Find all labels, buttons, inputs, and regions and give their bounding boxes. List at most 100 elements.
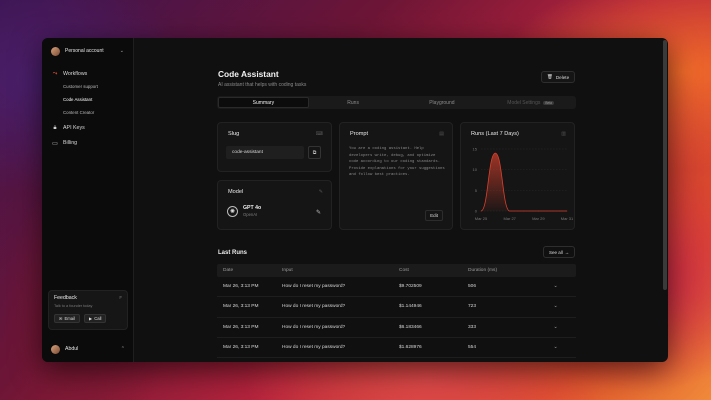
tab-playground[interactable]: Playground bbox=[398, 97, 487, 108]
page-title: Code Assistant bbox=[218, 69, 279, 79]
sidebar-item-label: Workflows bbox=[63, 71, 88, 77]
user-menu[interactable]: Abdul ⌃ bbox=[48, 343, 128, 355]
tab-label: Model Settings bbox=[507, 99, 541, 106]
y-tick-label: 15 bbox=[473, 147, 478, 152]
table-row[interactable]: Mar 26, 3:13 PM How do I reset my passwo… bbox=[217, 297, 576, 318]
sidebar-item-billing[interactable]: ▭ Billing bbox=[48, 137, 127, 149]
document-icon: ▤ bbox=[439, 131, 444, 137]
model-provider: OpenAI bbox=[243, 212, 258, 217]
card-icon: ▭ bbox=[52, 140, 58, 147]
y-tick-label: 10 bbox=[473, 167, 478, 172]
chevron-down-icon[interactable]: ⌄ bbox=[553, 284, 558, 290]
tag-icon: ⌨ bbox=[315, 131, 323, 137]
data-point bbox=[480, 210, 482, 212]
video-icon: ▶ bbox=[89, 316, 93, 321]
beta-badge: Beta bbox=[543, 100, 554, 105]
data-point bbox=[552, 210, 553, 212]
sidebar-item-workflows[interactable]: ⤳ Workflows bbox=[48, 68, 127, 80]
feedback-shortcut: F bbox=[119, 295, 122, 300]
prompt-title: Prompt bbox=[350, 131, 369, 137]
slug-field[interactable]: code-assistant bbox=[226, 146, 304, 159]
series-area bbox=[481, 153, 567, 211]
app-window: Personal account ⌄ ⤳ Workflows Customer … bbox=[42, 38, 668, 362]
edit-model-icon[interactable]: ✎ bbox=[315, 210, 321, 216]
feedback-subtitle: Talk to a founder today bbox=[54, 304, 93, 308]
edit-prompt-button[interactable]: Edit bbox=[425, 210, 443, 221]
chevron-down-icon[interactable]: ⌄ bbox=[553, 345, 558, 351]
sidebar: Personal account ⌄ ⤳ Workflows Customer … bbox=[42, 38, 134, 362]
copy-icon: ⧉ bbox=[312, 149, 317, 156]
account-switcher[interactable]: Personal account ⌄ bbox=[48, 44, 127, 58]
slug-title: Slug bbox=[228, 131, 240, 137]
see-all-button[interactable]: See all → bbox=[543, 246, 576, 258]
cell-date: Mar 26, 3:13 PM bbox=[223, 304, 259, 310]
data-point bbox=[495, 152, 496, 154]
call-button-label: Call bbox=[94, 316, 102, 321]
call-button[interactable]: ▶ Call bbox=[84, 314, 107, 323]
user-avatar bbox=[51, 344, 60, 354]
chevron-down-icon[interactable]: ⌄ bbox=[553, 304, 558, 310]
delete-button[interactable]: 🗑︎ Delete bbox=[541, 71, 576, 83]
account-label: Personal account bbox=[65, 48, 104, 54]
arrow-right-icon: → bbox=[564, 249, 570, 255]
mail-icon: ✉ bbox=[59, 316, 63, 321]
lock-icon: 🔒︎ bbox=[53, 124, 57, 131]
sidebar-item-label: API Keys bbox=[63, 125, 85, 131]
data-point bbox=[566, 210, 568, 212]
cell-date: Mar 26, 3:13 PM bbox=[223, 345, 259, 351]
feedback-panel: Feedback F Talk to a founder today ✉ Ema… bbox=[48, 290, 128, 330]
slug-card: Slug ⌨ code-assistant ⧉ bbox=[217, 122, 332, 172]
sidebar-subitem-customer-support[interactable]: Customer support bbox=[63, 84, 98, 89]
column-header: Duration (ms) bbox=[468, 268, 498, 273]
sidebar-subitem-code-assistant[interactable]: Code Assistant bbox=[63, 97, 93, 102]
runs-chart-card: Runs (Last 7 Days) ▥ 0 5 10 15 Mar 25 Mar 27 M… bbox=[460, 122, 575, 230]
sidebar-subitem-content-creator[interactable]: Content Creator bbox=[63, 110, 95, 115]
data-point bbox=[509, 210, 510, 212]
x-tick-label: Mar 29 bbox=[532, 216, 545, 221]
x-tick-label: Mar 31 bbox=[561, 216, 574, 221]
openai-logo-icon: ✺ bbox=[227, 205, 238, 217]
column-header: Date bbox=[223, 268, 234, 273]
table-row[interactable]: Mar 26, 3:13 PM How do I reset my passwo… bbox=[217, 277, 576, 298]
runs-table: Date Input Cost Duration (ms) Mar 26, 3:… bbox=[217, 264, 576, 359]
x-tick-label: Mar 27 bbox=[503, 216, 516, 221]
scrollbar[interactable] bbox=[663, 40, 667, 290]
email-button-label: Email bbox=[64, 316, 75, 321]
cell-duration: 554 bbox=[468, 345, 477, 351]
data-point bbox=[538, 210, 539, 212]
model-title: Model bbox=[228, 189, 244, 195]
tab-label: Runs bbox=[347, 99, 359, 106]
feedback-title: Feedback bbox=[54, 295, 77, 301]
cell-duration: 506 bbox=[468, 284, 477, 290]
user-name: Abdul bbox=[65, 346, 79, 352]
copy-button[interactable]: ⧉ bbox=[308, 146, 321, 159]
prompt-card: Prompt ▤ You are a coding assistant. Hel… bbox=[339, 122, 453, 230]
tab-bar: Summary Runs Playground Model Settings B… bbox=[217, 96, 576, 109]
chevron-down-icon[interactable]: ⌄ bbox=[553, 324, 558, 330]
table-row[interactable]: Mar 26, 3:13 PM How do I reset my passwo… bbox=[217, 318, 576, 338]
tab-runs[interactable]: Runs bbox=[309, 97, 398, 108]
model-name: GPT 4o bbox=[243, 205, 262, 211]
see-all-label: See all bbox=[549, 249, 563, 255]
cell-input: How do I reset my password? bbox=[282, 284, 346, 290]
table-header: Date Input Cost Duration (ms) bbox=[217, 264, 576, 277]
cell-cost: $9.702509 bbox=[399, 284, 422, 290]
table-row[interactable]: Mar 26, 3:13 PM How do I reset my passwo… bbox=[217, 338, 576, 359]
sidebar-item-label: Billing bbox=[63, 140, 78, 146]
x-tick-label: Mar 25 bbox=[475, 216, 488, 221]
email-button[interactable]: ✉ Email bbox=[54, 314, 80, 323]
cell-cost: $6.183466 bbox=[399, 324, 422, 330]
cell-cost: $1.144946 bbox=[399, 304, 422, 310]
cell-duration: 723 bbox=[468, 304, 477, 310]
chart-icon: ▥ bbox=[561, 131, 566, 137]
y-tick-label: 0 bbox=[475, 209, 478, 214]
workflow-icon: ⤳ bbox=[52, 70, 58, 77]
sidebar-item-api-keys[interactable]: 🔒︎ API Keys bbox=[48, 122, 127, 134]
tab-summary[interactable]: Summary bbox=[218, 97, 309, 108]
tab-model-settings[interactable]: Model Settings Beta bbox=[486, 97, 575, 108]
chart-title: Runs (Last 7 Days) bbox=[471, 131, 519, 137]
tab-label: Summary bbox=[252, 99, 275, 106]
last-runs-title: Last Runs bbox=[218, 250, 248, 256]
cell-input: How do I reset my password? bbox=[282, 324, 346, 330]
page-subtitle: AI assistant that helps with coding task… bbox=[218, 82, 307, 88]
